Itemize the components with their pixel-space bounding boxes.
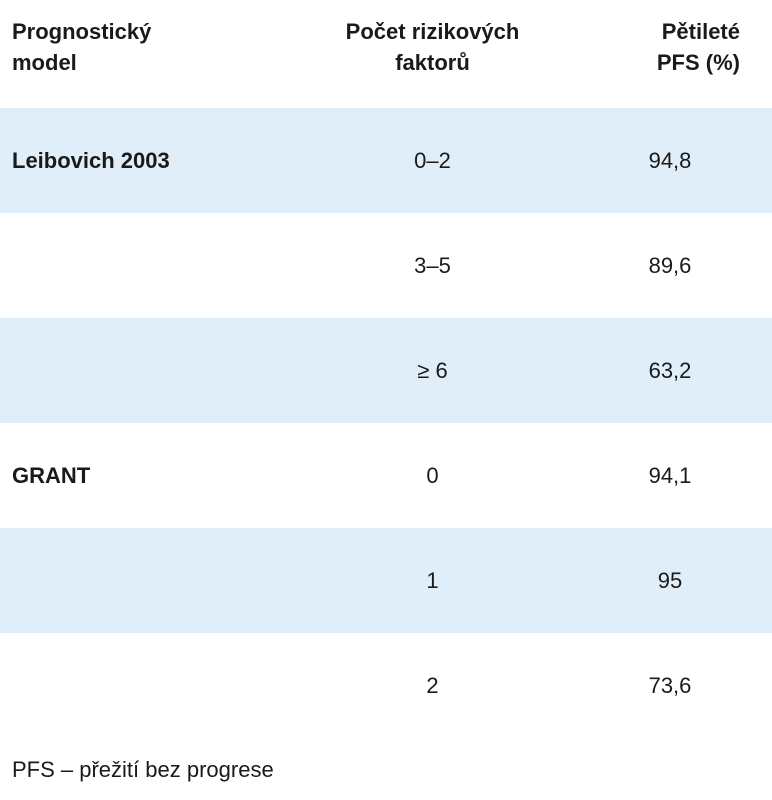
cell-model: Leibovich 2003 xyxy=(12,148,170,173)
cell-risk-factors: 3–5 xyxy=(414,253,451,278)
table-row: 3–5 89,6 xyxy=(0,213,772,318)
cell-pfs: 89,6 xyxy=(648,253,692,278)
cell-risk-factors: 0–2 xyxy=(414,148,451,173)
cell-pfs: 73,6 xyxy=(648,673,692,698)
cell-risk-factors: 1 xyxy=(426,568,439,593)
cell-pfs: 63,2 xyxy=(648,358,692,383)
header-model: Prognostický model xyxy=(12,19,152,75)
cell-risk-factors: ≥ 6 xyxy=(417,358,448,383)
table-body: Leibovich 2003 0–2 94,8 3–5 89,6 ≥ 6 63,… xyxy=(0,108,772,738)
header-risk-factors: Počet rizikových faktorů xyxy=(345,19,520,75)
cell-model: GRANT xyxy=(12,463,91,488)
cell-pfs: 94,1 xyxy=(648,463,692,488)
table-row: 1 95 xyxy=(0,528,772,633)
table-row: GRANT 0 94,1 xyxy=(0,423,772,528)
cell-pfs: 95 xyxy=(657,568,683,593)
cell-risk-factors: 0 xyxy=(426,463,439,488)
cell-risk-factors: 2 xyxy=(426,673,439,698)
table-row: 2 73,6 xyxy=(0,633,772,738)
table-header: Prognostický model Počet rizikových fakt… xyxy=(0,0,772,108)
header-five-year-pfs: Pětileté PFS (%) xyxy=(656,19,740,75)
cell-pfs: 94,8 xyxy=(648,148,692,173)
footnote: PFS – přežití bez progrese xyxy=(12,757,274,782)
table-row: ≥ 6 63,2 xyxy=(0,318,772,423)
table-row: Leibovich 2003 0–2 94,8 xyxy=(0,108,772,213)
